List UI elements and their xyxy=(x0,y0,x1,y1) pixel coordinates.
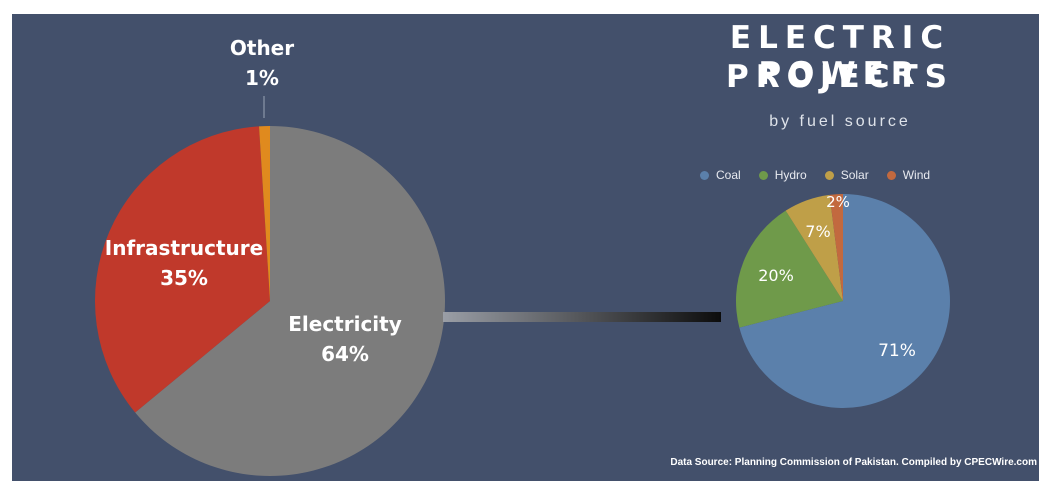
sector-slice-infrastructure xyxy=(95,126,271,413)
sector-slice-electricity xyxy=(135,126,446,477)
legend-item-coal: Coal xyxy=(700,168,741,182)
chart-title-line-2: PROJECTS xyxy=(726,59,954,95)
legend-label-wind: Wind xyxy=(902,168,931,182)
fuel-value-coal: 71% xyxy=(878,341,916,361)
fuel-pie-chart xyxy=(735,194,950,408)
sector-pie-labels: Electricity 64% Infrastructure 35% Other 1% xyxy=(105,36,402,366)
sector-label-infrastructure: Infrastructure xyxy=(105,236,263,260)
legend-item-solar: Solar xyxy=(824,168,869,182)
sector-value-other: 1% xyxy=(245,66,279,90)
legend-item-wind: Wind xyxy=(886,168,931,182)
fuel-value-solar: 7% xyxy=(805,222,830,241)
sector-value-infrastructure: 35% xyxy=(160,266,208,290)
fuel-slice-wind xyxy=(829,194,843,301)
fuel-legend: Coal Hydro Solar Wind xyxy=(700,168,930,182)
legend-item-hydro: Hydro xyxy=(758,168,807,182)
sector-pie-chart xyxy=(95,126,446,477)
legend-label-hydro: Hydro xyxy=(774,168,807,182)
sector-slice-other xyxy=(259,126,270,301)
sector-label-other: Other xyxy=(230,36,294,60)
data-source-note: Data Source: Planning Commission of Paki… xyxy=(670,457,1037,468)
fuel-value-hydro: 20% xyxy=(758,266,794,285)
legend-swatch-hydro xyxy=(758,170,768,180)
legend-swatch-solar xyxy=(824,170,834,180)
chart-subtitle: by fuel source xyxy=(769,113,911,130)
fuel-slice-hydro xyxy=(735,210,843,328)
fuel-pie-labels: 71% 20% 7% 2% xyxy=(758,193,916,361)
legend-swatch-wind xyxy=(886,170,896,180)
sector-label-electricity: Electricity xyxy=(288,312,402,336)
legend-label-coal: Coal xyxy=(716,168,741,182)
fuel-value-wind: 2% xyxy=(826,193,850,211)
connector-bar xyxy=(443,312,721,322)
sector-value-electricity: 64% xyxy=(321,342,369,366)
fuel-slice-solar xyxy=(785,194,843,301)
legend-label-solar: Solar xyxy=(840,168,869,182)
fuel-slice-coal xyxy=(739,194,950,408)
legend-swatch-coal xyxy=(700,170,709,180)
chart-title-line-1: ELECTRIC POWER xyxy=(729,20,951,92)
